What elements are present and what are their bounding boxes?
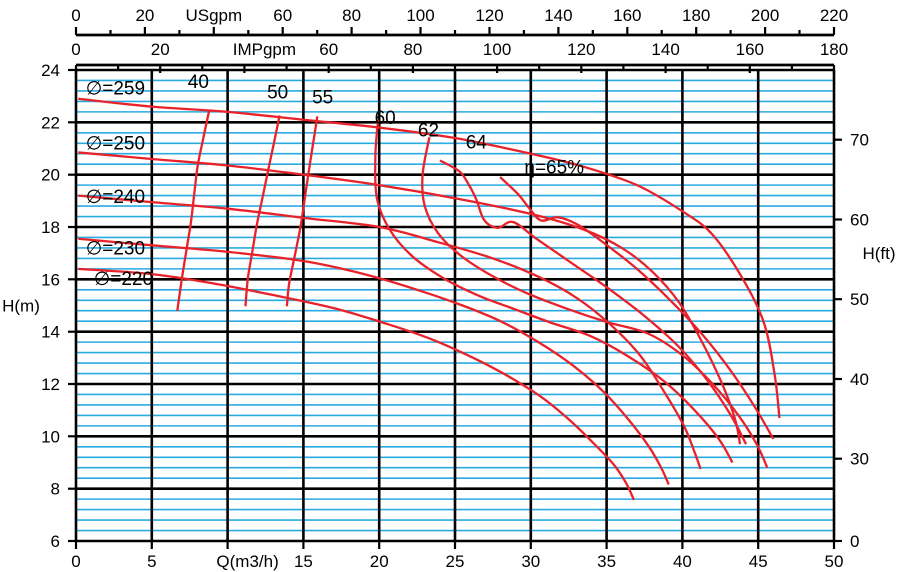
svg-text:16: 16 (41, 270, 60, 289)
svg-text:180: 180 (682, 6, 710, 25)
svg-text:IMPgpm: IMPgpm (233, 40, 296, 59)
svg-text:5: 5 (147, 552, 156, 571)
svg-text:62: 62 (418, 120, 439, 141)
svg-text:40: 40 (850, 370, 869, 389)
svg-text:140: 140 (651, 40, 679, 59)
svg-text:40: 40 (188, 72, 209, 93)
svg-text:∅=259: ∅=259 (86, 78, 145, 99)
svg-text:∅=240: ∅=240 (86, 187, 145, 208)
svg-text:160: 160 (736, 40, 764, 59)
svg-text:64: 64 (466, 133, 488, 154)
svg-text:0: 0 (71, 40, 80, 59)
svg-text:0: 0 (850, 532, 859, 551)
svg-text:60: 60 (319, 40, 338, 59)
svg-text:18: 18 (41, 218, 60, 237)
svg-text:60: 60 (273, 6, 292, 25)
svg-text:Q(m3/h): Q(m3/h) (216, 552, 278, 571)
svg-text:30: 30 (850, 450, 869, 469)
svg-text:25: 25 (446, 552, 465, 571)
svg-text:120: 120 (567, 40, 595, 59)
svg-text:220: 220 (820, 6, 848, 25)
svg-text:20: 20 (151, 40, 170, 59)
svg-text:120: 120 (475, 6, 503, 25)
svg-text:50: 50 (850, 290, 869, 309)
svg-text:50: 50 (825, 552, 844, 571)
svg-text:80: 80 (342, 6, 361, 25)
svg-text:∅=250: ∅=250 (86, 133, 145, 154)
svg-text:H(ft): H(ft) (862, 244, 895, 263)
svg-text:100: 100 (406, 6, 434, 25)
svg-text:80: 80 (403, 40, 422, 59)
svg-text:60: 60 (375, 108, 396, 129)
svg-text:35: 35 (597, 552, 616, 571)
svg-text:0: 0 (71, 552, 80, 571)
svg-text:70: 70 (850, 131, 869, 150)
svg-text:40: 40 (673, 552, 692, 571)
svg-text:14: 14 (41, 323, 60, 342)
svg-text:30: 30 (521, 552, 540, 571)
svg-text:140: 140 (544, 6, 572, 25)
svg-text:USgpm: USgpm (185, 6, 242, 25)
svg-text:100: 100 (483, 40, 511, 59)
svg-text:160: 160 (613, 6, 641, 25)
svg-text:6: 6 (51, 532, 60, 551)
svg-text:60: 60 (850, 211, 869, 230)
svg-text:10: 10 (41, 427, 60, 446)
svg-text:0: 0 (71, 6, 80, 25)
svg-text:20: 20 (41, 166, 60, 185)
svg-text:15: 15 (294, 552, 313, 571)
svg-text:12: 12 (41, 375, 60, 394)
svg-text:24: 24 (41, 61, 60, 80)
svg-text:20: 20 (370, 552, 389, 571)
svg-text:H(m): H(m) (2, 297, 40, 316)
svg-text:45: 45 (749, 552, 768, 571)
svg-text:22: 22 (41, 113, 60, 132)
svg-text:200: 200 (751, 6, 779, 25)
svg-text:∅=220: ∅=220 (94, 269, 153, 290)
svg-text:ή=65%: ή=65% (524, 157, 584, 178)
svg-text:50: 50 (267, 82, 288, 103)
svg-text:∅=230: ∅=230 (86, 239, 145, 260)
svg-text:20: 20 (135, 6, 154, 25)
svg-text:180: 180 (820, 40, 848, 59)
svg-text:55: 55 (312, 88, 333, 109)
svg-text:8: 8 (51, 480, 60, 499)
